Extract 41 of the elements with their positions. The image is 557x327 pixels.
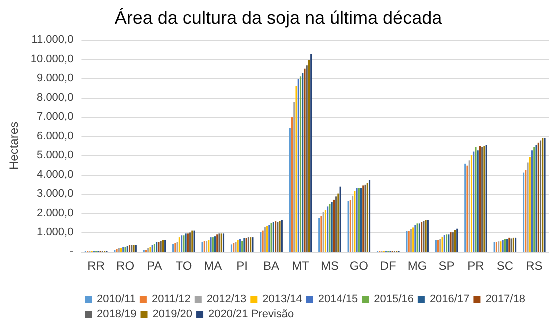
legend-label: 2016/17 bbox=[430, 294, 470, 306]
y-tick-label: 4.000,0 bbox=[37, 168, 74, 181]
legend-label: 2018/19 bbox=[97, 308, 137, 320]
y-tick-label: 5.000,0 bbox=[37, 150, 74, 162]
x-tick-label: SC bbox=[496, 259, 514, 273]
x-tick-label: PR bbox=[468, 259, 485, 273]
x-tick-label: TO bbox=[176, 259, 192, 273]
x-tick-label: MA bbox=[204, 259, 222, 273]
chart-title: Área da cultura da soja na última década bbox=[114, 8, 444, 28]
x-tick-label: PI bbox=[236, 259, 248, 273]
legend-label: 2015/16 bbox=[374, 294, 414, 306]
x-tick-label: BA bbox=[264, 259, 280, 273]
legend-label: 2017/18 bbox=[486, 294, 526, 306]
y-tick-label: - bbox=[70, 246, 74, 258]
x-tick-label: RO bbox=[116, 259, 135, 273]
legend-label: 2013/14 bbox=[262, 294, 302, 306]
y-tick-label: 9.000,0 bbox=[37, 72, 74, 85]
x-tick-label: DF bbox=[380, 259, 396, 273]
legend-label: 2019/20 bbox=[152, 308, 193, 320]
y-tick-label: 7.000,0 bbox=[37, 111, 74, 124]
legend-label: 2011/12 bbox=[152, 294, 191, 306]
x-tick-label: MG bbox=[408, 259, 428, 273]
x-tick-label: MS bbox=[320, 259, 339, 273]
x-tick-label: SP bbox=[438, 259, 455, 273]
x-tick-label: MT bbox=[292, 259, 310, 273]
y-tick-label: 8.000,0 bbox=[37, 92, 74, 104]
y-tick-label: 6.000,0 bbox=[37, 130, 74, 142]
y-tick-label: 2.000,0 bbox=[37, 207, 74, 220]
y-axis-title: Hectares bbox=[7, 122, 21, 170]
legend-label: 2010/11 bbox=[97, 294, 136, 306]
legend-label: 2014/15 bbox=[318, 294, 358, 306]
legend-label: 2020/21 Previsão bbox=[208, 308, 294, 320]
x-tick-label: RS bbox=[526, 259, 543, 273]
y-tick-label: 3.000,0 bbox=[37, 188, 74, 200]
y-tick-label: 11.000,0 bbox=[32, 34, 74, 46]
x-tick-label: RR bbox=[88, 259, 106, 273]
legend-label: 2012/13 bbox=[206, 294, 247, 306]
y-tick-label: 10.000,0 bbox=[30, 53, 74, 66]
y-tick-label: 1.000,0 bbox=[37, 226, 74, 239]
x-tick-label: GO bbox=[350, 259, 369, 273]
x-tick-label: PA bbox=[147, 259, 162, 273]
